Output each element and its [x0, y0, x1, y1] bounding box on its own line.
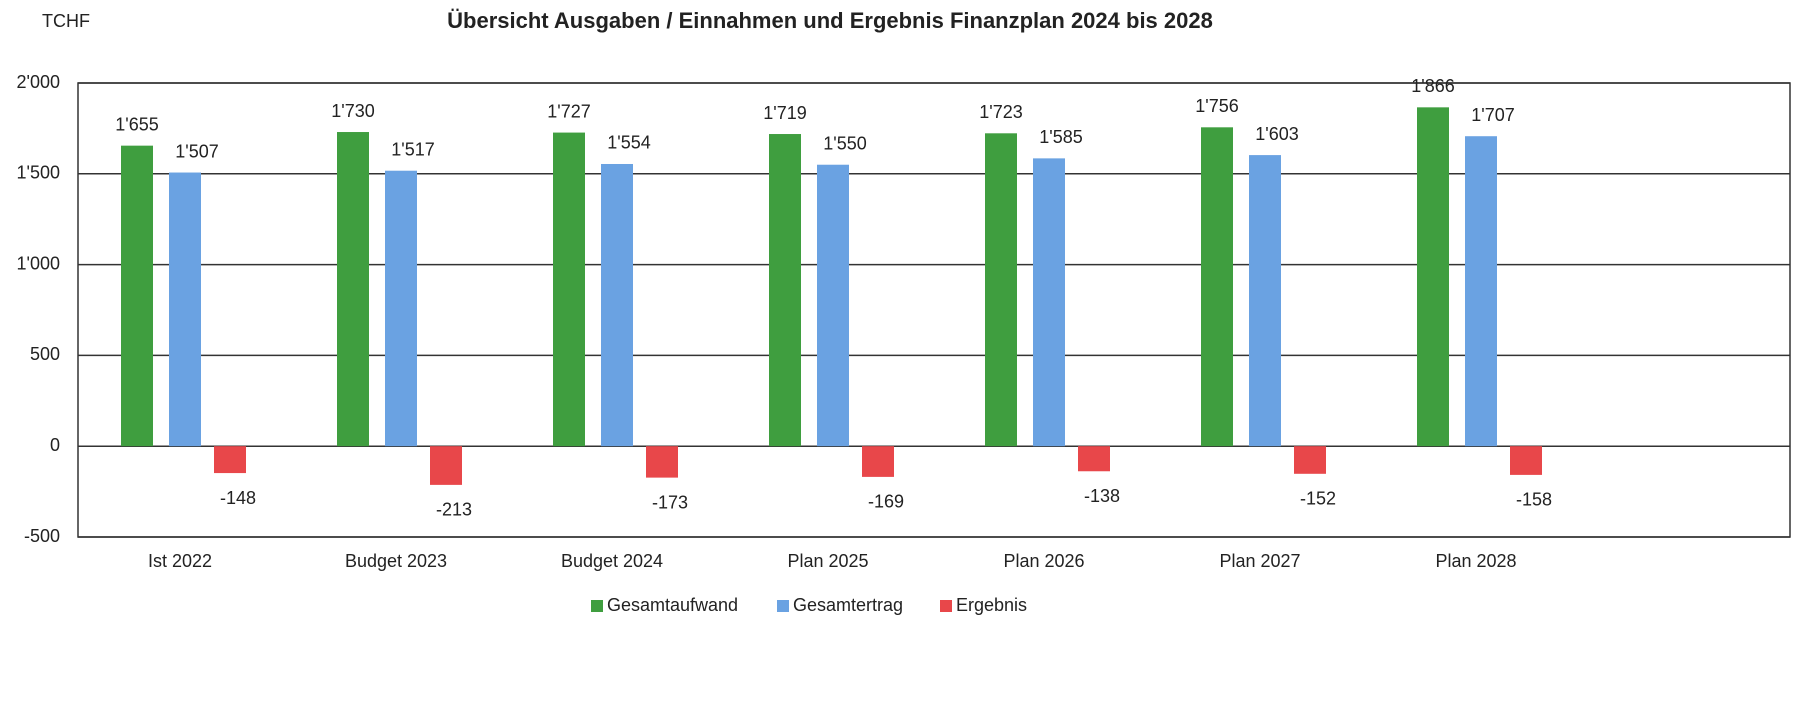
bar	[862, 446, 894, 477]
data-label: 1'550	[823, 133, 866, 153]
legend-label: Ergebnis	[956, 595, 1027, 615]
x-tick-label: Budget 2023	[345, 551, 447, 571]
legend-label: Gesamtaufwand	[607, 595, 738, 615]
bar	[1294, 446, 1326, 474]
y-tick-label: -500	[24, 526, 60, 546]
bar	[553, 132, 585, 447]
y-tick-label: 2'000	[17, 72, 60, 92]
data-label: -158	[1516, 490, 1552, 510]
data-label: 1'655	[115, 114, 158, 134]
legend-swatch	[940, 600, 952, 612]
data-label: -173	[652, 492, 688, 512]
bar	[337, 132, 369, 447]
chart-title: Übersicht Ausgaben / Einnahmen und Ergeb…	[447, 8, 1213, 33]
bar	[121, 145, 153, 447]
data-label: -213	[436, 500, 472, 520]
bar	[385, 170, 417, 447]
bar	[1510, 446, 1542, 475]
data-label: 1'517	[391, 139, 434, 159]
y-tick-label: 1'000	[17, 253, 60, 273]
data-label: -148	[220, 488, 256, 508]
bar	[1249, 155, 1281, 447]
legend-label: Gesamtertrag	[793, 595, 903, 615]
bar	[1201, 127, 1233, 447]
data-label: 1'585	[1039, 127, 1082, 147]
bar	[646, 446, 678, 478]
data-label: 1'866	[1411, 76, 1454, 96]
x-tick-label: Plan 2026	[1003, 551, 1084, 571]
bar	[1078, 446, 1110, 472]
unit-label: TCHF	[42, 11, 90, 31]
bar	[169, 172, 201, 447]
bar	[601, 163, 633, 447]
data-label: 1'756	[1195, 96, 1238, 116]
data-label: 1'707	[1471, 105, 1514, 125]
bar	[1417, 107, 1449, 447]
data-label: 1'730	[331, 101, 374, 121]
bar	[430, 446, 462, 485]
data-label: 1'719	[763, 103, 806, 123]
data-label: 1'727	[547, 101, 590, 121]
bar	[817, 164, 849, 447]
bar	[1033, 158, 1065, 447]
bar	[214, 446, 246, 474]
data-label: -138	[1084, 486, 1120, 506]
data-label: 1'603	[1255, 124, 1298, 144]
data-label: -152	[1300, 489, 1336, 509]
x-tick-label: Budget 2024	[561, 551, 663, 571]
bar	[769, 134, 801, 447]
bar	[985, 133, 1017, 447]
x-tick-label: Plan 2027	[1219, 551, 1300, 571]
x-tick-label: Ist 2022	[148, 551, 212, 571]
x-tick-label: Plan 2028	[1435, 551, 1516, 571]
y-tick-label: 500	[30, 344, 60, 364]
data-label: 1'554	[607, 133, 650, 153]
data-label: 1'507	[175, 141, 218, 161]
x-tick-label: Plan 2025	[787, 551, 868, 571]
legend-swatch	[591, 600, 603, 612]
data-label: 1'723	[979, 102, 1022, 122]
y-tick-label: 0	[50, 435, 60, 455]
legend-swatch	[777, 600, 789, 612]
data-label: -169	[868, 492, 904, 512]
y-tick-label: 1'500	[17, 163, 60, 183]
bar	[1465, 136, 1497, 447]
